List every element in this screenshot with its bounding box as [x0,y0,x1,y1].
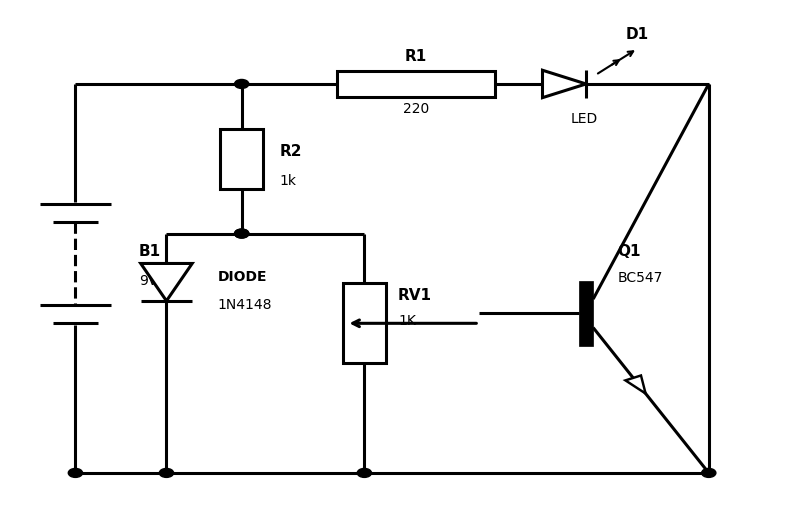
Text: Q1: Q1 [618,243,642,259]
Text: DIODE: DIODE [218,270,267,284]
Circle shape [234,80,249,88]
Polygon shape [141,264,192,301]
Circle shape [234,229,249,238]
Text: BC547: BC547 [618,271,663,285]
Circle shape [68,468,82,478]
Text: 220: 220 [402,102,429,117]
Text: B1: B1 [138,243,161,259]
Bar [220,129,263,189]
Text: RV1: RV1 [398,288,432,303]
Text: LED: LED [570,112,598,126]
Text: 9V: 9V [138,274,157,288]
Polygon shape [542,70,586,98]
Text: R1: R1 [405,49,427,63]
Circle shape [702,468,716,478]
Text: D1: D1 [626,26,649,42]
Circle shape [358,468,371,478]
Text: 1k: 1k [279,174,296,188]
Bar [579,281,593,346]
Circle shape [159,468,174,478]
Bar [337,71,495,97]
Text: 1N4148: 1N4148 [218,298,273,312]
Polygon shape [626,376,646,393]
Text: 1K: 1K [398,314,416,328]
Bar [342,283,386,363]
Circle shape [234,229,249,238]
Text: R2: R2 [279,144,302,159]
